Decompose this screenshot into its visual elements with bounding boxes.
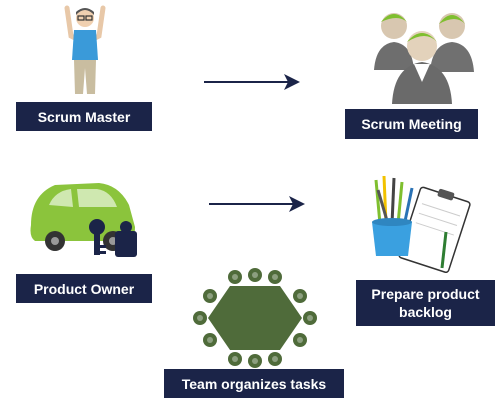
team-organizes-tasks-label: Team organizes tasks	[164, 369, 344, 398]
person-arms-raised-icon	[55, 2, 115, 97]
car-and-keys-icon	[25, 175, 145, 260]
round-table-icon	[190, 268, 320, 368]
arrow-right-icon	[202, 72, 302, 92]
scrum-meeting-label: Scrum Meeting	[345, 109, 478, 139]
pencils-clipboard-icon	[368, 172, 473, 277]
product-owner-label: Product Owner	[16, 274, 152, 303]
scrum-master-label: Scrum Master	[16, 102, 152, 131]
prepare-backlog-label: Prepare product backlog	[356, 280, 495, 326]
meeting-people-icon	[368, 0, 478, 105]
arrow-right-icon	[207, 194, 307, 214]
